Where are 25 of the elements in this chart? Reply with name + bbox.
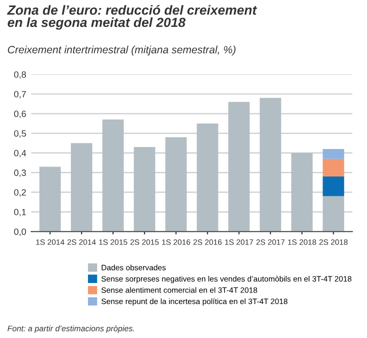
y-tick-label: 0,5	[14, 130, 26, 138]
bar	[260, 98, 282, 232]
y-tick-label: 0,6	[14, 110, 26, 118]
bar	[165, 137, 187, 232]
bar	[228, 102, 250, 232]
bar	[70, 143, 92, 232]
y-tick-label: 0,0	[14, 228, 26, 236]
y-tick-label: 0,2	[14, 189, 26, 197]
bar	[322, 149, 344, 159]
bar	[39, 166, 61, 232]
chart-subtitle: Creixement intertrimestral (mitjana semestral, %)	[8, 46, 236, 56]
bar	[196, 123, 218, 232]
text: Font: a partir d’estimacions pròpies.	[8, 325, 134, 333]
bar	[291, 152, 313, 232]
bar	[134, 147, 156, 232]
y-tick-label: 0,8	[14, 71, 26, 79]
y-tick-label: 0,7	[14, 90, 26, 98]
y-tick-label: 0,4	[14, 150, 26, 158]
bar	[322, 196, 344, 232]
y-tick-label: 0,1	[14, 208, 26, 216]
bar	[322, 176, 344, 196]
bar	[322, 158, 344, 177]
y-tick-label: 0,3	[14, 170, 26, 178]
chart-title: Zona de l’euro: reducció del creixement en la segona meitat del 2018	[7, 4, 258, 30]
bar	[102, 120, 124, 232]
